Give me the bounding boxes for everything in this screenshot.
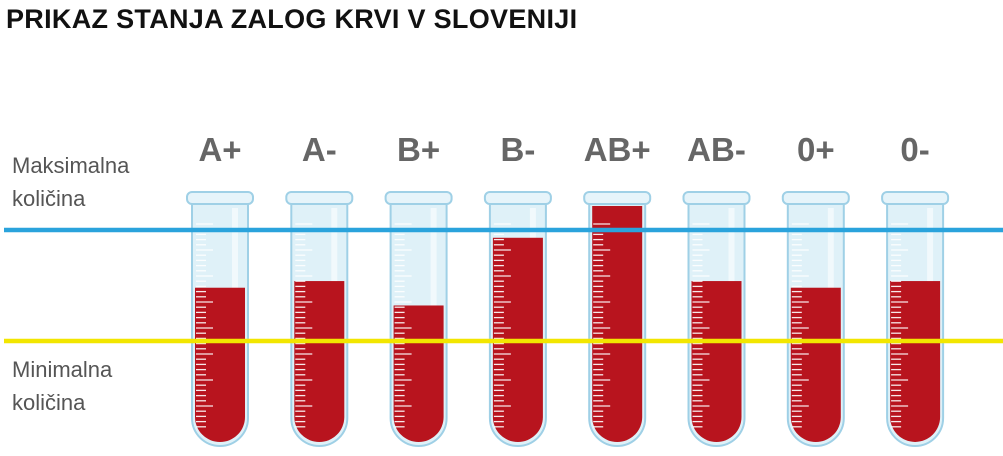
min-level-label-line1: Minimalna: [12, 357, 113, 382]
graduation-marks-B+: [394, 223, 412, 428]
tube-rim-AB+: [583, 191, 652, 205]
category-label-AB+: AB+: [584, 131, 651, 168]
tube-rim-0+: [781, 191, 850, 205]
category-label-0-: 0-: [900, 131, 929, 168]
tube-rim-B+: [384, 191, 453, 205]
reference-lines-group: [4, 227, 1003, 344]
tube-rim-AB-: [682, 191, 751, 205]
tube-rim-0-: [881, 191, 950, 205]
max-level-label-line1: Maksimalna: [12, 153, 130, 178]
category-label-0+: 0+: [797, 131, 835, 168]
max-level-label: Maksimalna količina: [12, 149, 129, 215]
tube-0+: [781, 191, 850, 447]
graduation-marks-0-: [891, 223, 909, 428]
category-label-B-: B-: [500, 131, 535, 168]
blood-level-AB-: [691, 281, 742, 442]
category-label-B+: B+: [397, 131, 440, 168]
tubes-group: [186, 191, 950, 447]
blood-level-AB+: [592, 206, 643, 442]
tube-B+: [384, 191, 453, 447]
tube-rim-A+: [186, 191, 254, 205]
category-label-A-: A-: [302, 131, 337, 168]
min-level-label: Minimalna količina: [12, 353, 112, 419]
tube-0-: [881, 191, 950, 447]
tube-AB+: [583, 191, 652, 447]
min-level-label-line2: količina: [12, 390, 86, 415]
tube-rim-B-: [483, 191, 552, 205]
category-label-A+: A+: [198, 131, 241, 168]
max-level-label-line2: količina: [12, 186, 86, 211]
page-title: PRIKAZ STANJA ZALOG KRVI V SLOVENIJI: [6, 4, 578, 34]
blood-level-0-: [890, 281, 941, 442]
graduation-marks-AB-: [692, 223, 710, 428]
category-labels-group: A+ A- B+ B- AB+ AB- 0+ 0-: [198, 131, 929, 168]
blood-level-A-: [294, 281, 345, 442]
tube-A-: [285, 191, 354, 447]
graduation-marks-AB+: [593, 223, 611, 428]
category-label-AB-: AB-: [687, 131, 746, 168]
tube-AB-: [682, 191, 751, 447]
tube-rim-A-: [285, 191, 354, 205]
graduation-marks-A-: [295, 223, 313, 428]
